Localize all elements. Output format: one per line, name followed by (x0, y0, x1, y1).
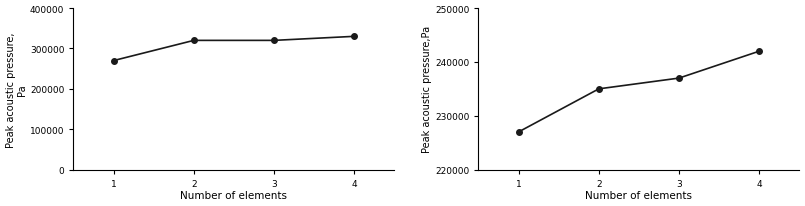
Y-axis label: Peak acoustic pressure,Pa: Peak acoustic pressure,Pa (423, 26, 432, 153)
X-axis label: Number of elements: Number of elements (180, 191, 287, 200)
X-axis label: Number of elements: Number of elements (585, 191, 692, 200)
Y-axis label: Peak acoustic pressure,
Pa: Peak acoustic pressure, Pa (6, 32, 27, 147)
